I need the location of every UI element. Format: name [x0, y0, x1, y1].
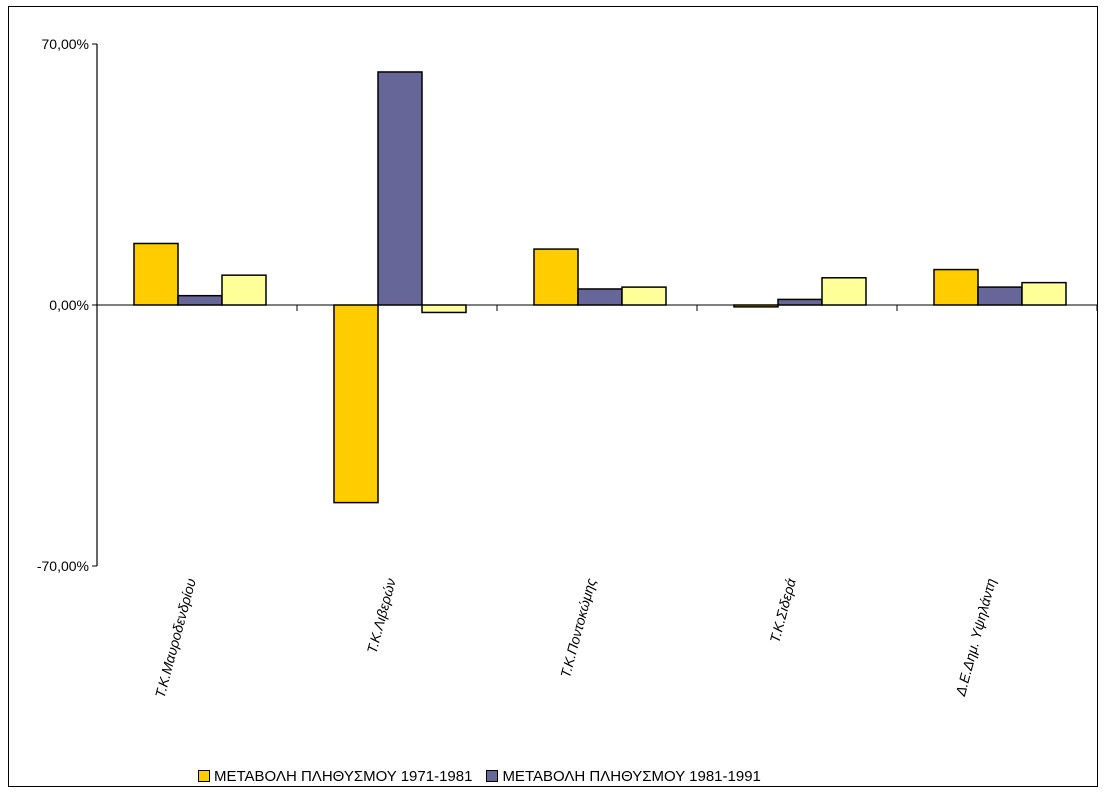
bar [577, 288, 623, 306]
bar [333, 304, 379, 504]
bar [733, 304, 779, 308]
legend-swatch-1971-1981 [198, 770, 210, 782]
chart-frame: 70,00% 0,00% -70,00% Τ.Κ.Μαυροδενδρίου Τ.Κ.… [8, 6, 1098, 787]
bar [977, 286, 1023, 306]
y-tick-label: 70,00% [42, 36, 89, 52]
legend-swatch-1981-1991 [486, 770, 499, 782]
legend-item-1981-1991: ΜΕΤΑΒΟΛΗ ΠΛΗΘΥΣΜΟΥ 1981-1991 [486, 767, 761, 785]
bar [777, 298, 823, 306]
chart-labels: Τ.Κ.Μαυροδενδρίου Τ.Κ.Λιβερών Τ.Κ.Ποντοκώμ… [152, 576, 999, 700]
bar [377, 71, 423, 306]
bar [221, 274, 267, 306]
legend-item-1971-1981: ΜΕΤΑΒΟΛΗ ΠΛΗΘΥΣΜΟΥ 1971-1981 [198, 768, 472, 785]
bar [533, 248, 579, 306]
y-tick-label: -70,00% [37, 558, 89, 574]
x-category-label: Τ.Κ.Σιδερά [766, 576, 799, 645]
x-category-label: Τ.Κ.Ποντοκώμης [557, 576, 599, 679]
chart-bars [133, 71, 1067, 504]
legend-label-1971-1981: ΜΕΤΑΒΟΛΗ ΠΛΗΘΥΣΜΟΥ 1971-1981 [214, 767, 473, 785]
x-category-label: Δ.Ε.Δημ. Υψηλάντη [952, 576, 999, 698]
x-category-label: Τ.Κ.Μαυροδενδρίου [152, 576, 199, 699]
chart-legend: ΜΕΤΑΒΟΛΗ ΠΛΗΘΥΣΜΟΥ 1971-1981 ΜΕΤΑΒΟΛΗ ΠΛ… [198, 765, 761, 787]
bar [821, 277, 867, 306]
legend-label-1981-1991: ΜΕΤΑΒΟΛΗ ΠΛΗΘΥΣΜΟΥ 1981-1991 [502, 767, 761, 785]
bar [1021, 281, 1067, 306]
bar [177, 294, 223, 306]
bar [421, 304, 467, 314]
y-tick-label: 0,00% [49, 297, 89, 313]
bar [933, 268, 979, 306]
bar [621, 286, 667, 306]
bar-chart: 70,00%0,00%-70,00% Τ.Κ.Μαυροδενδρίου Τ.Κ.… [37, 36, 1097, 700]
x-category-label: Τ.Κ.Λιβερών [364, 577, 399, 655]
bar [133, 242, 179, 306]
